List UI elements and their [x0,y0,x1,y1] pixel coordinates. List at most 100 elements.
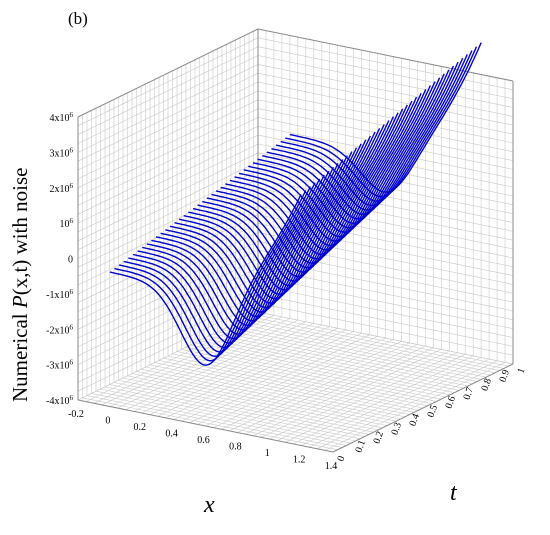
floor-grid-line [185,346,442,400]
floor-grid-line [217,331,473,385]
floor-grid-line [95,390,352,444]
x-tick-label: 0.2 [134,422,147,433]
floor-grid-line [190,344,446,398]
left-wall-grid-line [77,143,259,233]
floor-grid-line [154,362,410,415]
back-wall-grid-line [257,276,514,329]
left-wall-grid-line [77,276,259,365]
floor-grid-line [199,340,455,393]
back-wall-grid-line [257,302,514,356]
floor-grid-line [239,320,496,374]
floor-grid-line [158,360,415,413]
floor-grid-line [181,349,437,402]
floor-grid-line [235,322,491,376]
x-axis-label: x [203,492,215,518]
surface-curves [109,42,482,366]
back-wall-grid-line [257,64,514,117]
t-tick-label: 0.2 [371,430,386,446]
floor-grid-line [253,313,509,367]
back-wall-grid-line [257,294,514,347]
left-wall-grid-line [77,37,259,127]
left-wall-grid-line [77,108,259,197]
floor-grid-line [127,375,383,429]
left-wall-grid-line [77,126,259,215]
t-tick-label: 0.8 [479,377,494,393]
floor-grid-line [118,379,374,433]
z-tick-label: -1x106 [46,288,73,301]
z-tick-label: -3x106 [46,359,73,372]
surface-curve [165,147,358,313]
back-wall-grid-line [257,90,514,144]
surface-curve [248,77,441,233]
left-wall-grid-line [77,55,259,144]
left-wall-grid-line [77,72,259,162]
floor-grid-line [203,338,460,391]
surface-curve [243,81,436,238]
floor-grid-line [113,382,370,435]
panel-label: (b) [68,9,88,28]
t-axis-line [332,363,514,453]
left-wall-grid-line [77,232,259,321]
x-tick-label: 1.4 [325,461,338,472]
surface-curve [118,186,312,358]
left-wall-grid-line [77,81,259,171]
x-axis-line [77,399,334,453]
box-edge [257,28,514,82]
t-tick-label: 0 [335,455,347,463]
surface-curve [146,163,339,331]
x-tick-label: 0.4 [165,429,178,440]
t-tick-label: 0.9 [497,368,512,384]
left-wall-grid-line [77,152,259,242]
floor-grid-line [131,373,388,426]
floor-grid-line [149,364,406,418]
t-tick-label: 1 [515,367,527,375]
surface-curve [160,151,353,318]
left-wall-grid-line [77,249,259,339]
left-wall-grid-line [77,90,259,180]
left-wall-grid-line [77,117,259,206]
box-edge [77,28,259,118]
floor-grid-line [122,377,379,431]
z-tick-label: 3x106 [50,146,74,159]
surface-curve [114,190,307,362]
z-tick-label: 0 [68,255,73,266]
t-tick-label: 0.5 [425,404,440,420]
z-tick-label: -4x106 [46,394,73,407]
tick-labels: -0.200.20.40.60.811.21.400.10.20.30.40.5… [46,111,527,472]
z-axis-label: Numerical P(x,t) with noise [8,168,32,402]
floor-grid-line [221,329,478,382]
floor-grid-line [163,357,419,411]
back-wall-grid-line [257,161,514,214]
left-wall-grid-line [77,241,259,330]
surface-curve [142,166,335,335]
floor-grid-line [248,316,505,369]
surface-curve [151,159,344,327]
left-wall-grid-line [77,267,259,357]
x-tick-label: 1 [265,448,270,459]
left-wall-grid-line [77,64,259,153]
left-wall-grid-line [77,161,259,250]
left-wall-grid-line [77,46,259,135]
floor-grid-line [226,327,482,380]
floor-grid-line [172,353,428,407]
back-wall-grid-line [257,249,514,303]
x-tick-label: -0.2 [68,409,84,420]
surface-curve [234,89,427,247]
left-wall-grid-line [77,294,259,383]
floor-grid-line [104,386,361,440]
z-tick-label: 2x106 [50,182,74,195]
back-wall-grid-line [257,72,514,126]
back-wall-grid-line [257,311,514,365]
back-wall-grid-line [257,55,514,108]
back-wall-grid-line [257,99,514,153]
left-wall-grid-line [77,223,259,312]
t-tick-label: 0.4 [407,412,422,428]
z-tick-label: -2x106 [46,323,73,336]
floor-grid-line [212,333,469,387]
t-tick-label: 0.7 [461,386,476,402]
floor-grid-line [244,318,500,371]
back-wall-grid-line [257,81,514,135]
floor-grid-line [100,388,356,442]
left-wall-grid-line [77,258,259,348]
